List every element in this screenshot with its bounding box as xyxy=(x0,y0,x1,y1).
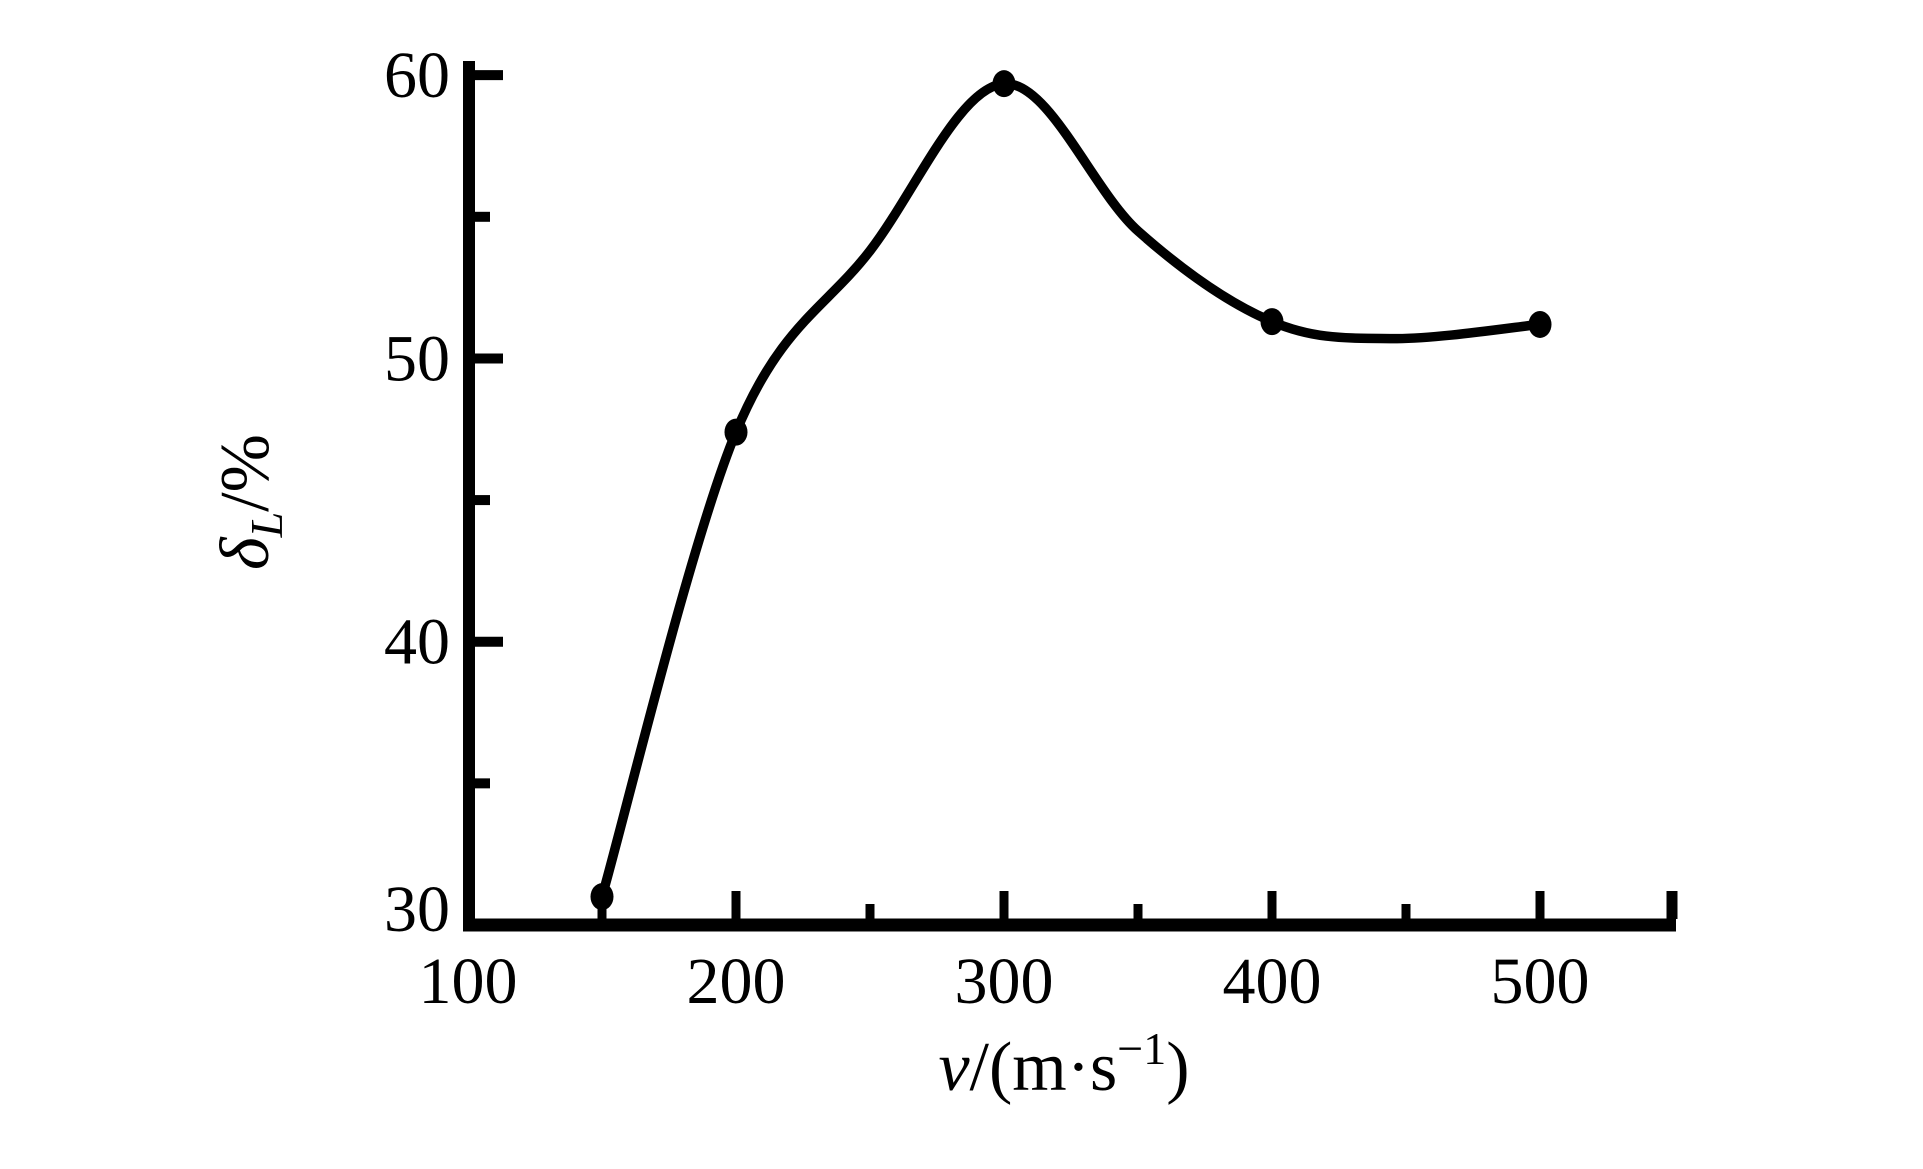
x-axis-label-symbol: v xyxy=(938,1029,970,1106)
y-tick-label: 30 xyxy=(384,873,450,946)
data-curve xyxy=(597,78,1545,902)
y-axis-label-suffix: /% xyxy=(207,434,284,512)
axis-spines xyxy=(463,61,1678,932)
x-axis-label-body: /(m·s xyxy=(970,1029,1118,1106)
y-tick-label: 40 xyxy=(384,606,450,679)
x-tick-label: 500 xyxy=(1491,945,1590,1018)
x-tick-label: 300 xyxy=(955,945,1054,1018)
x-tick-label: 200 xyxy=(687,945,786,1018)
axis-ticks xyxy=(463,70,1545,930)
data-point-marker xyxy=(992,70,1016,98)
data-point-marker xyxy=(1260,308,1284,336)
data-point-marker xyxy=(590,883,614,911)
y-axis-label: δL/% xyxy=(207,434,292,570)
data-point-marker xyxy=(1528,310,1552,338)
y-tick-label: 60 xyxy=(384,39,450,112)
x-axis-label: v/(m·s−1) xyxy=(938,1023,1189,1106)
y-axis-label-subscript: L xyxy=(241,512,292,539)
data-point-markers xyxy=(590,70,1552,911)
x-axis-label-superscript: −1 xyxy=(1117,1023,1166,1074)
axis-tick-labels: 100 200 300 400 500 30 40 50 60 xyxy=(384,39,1590,1018)
y-axis-label-symbol: δ xyxy=(207,536,284,570)
x-tick-label: 400 xyxy=(1223,945,1322,1018)
data-point-marker xyxy=(724,418,748,446)
x-axis-label-close: ) xyxy=(1166,1029,1189,1106)
x-tick-label: 100 xyxy=(419,945,518,1018)
y-tick-label: 50 xyxy=(384,322,450,395)
